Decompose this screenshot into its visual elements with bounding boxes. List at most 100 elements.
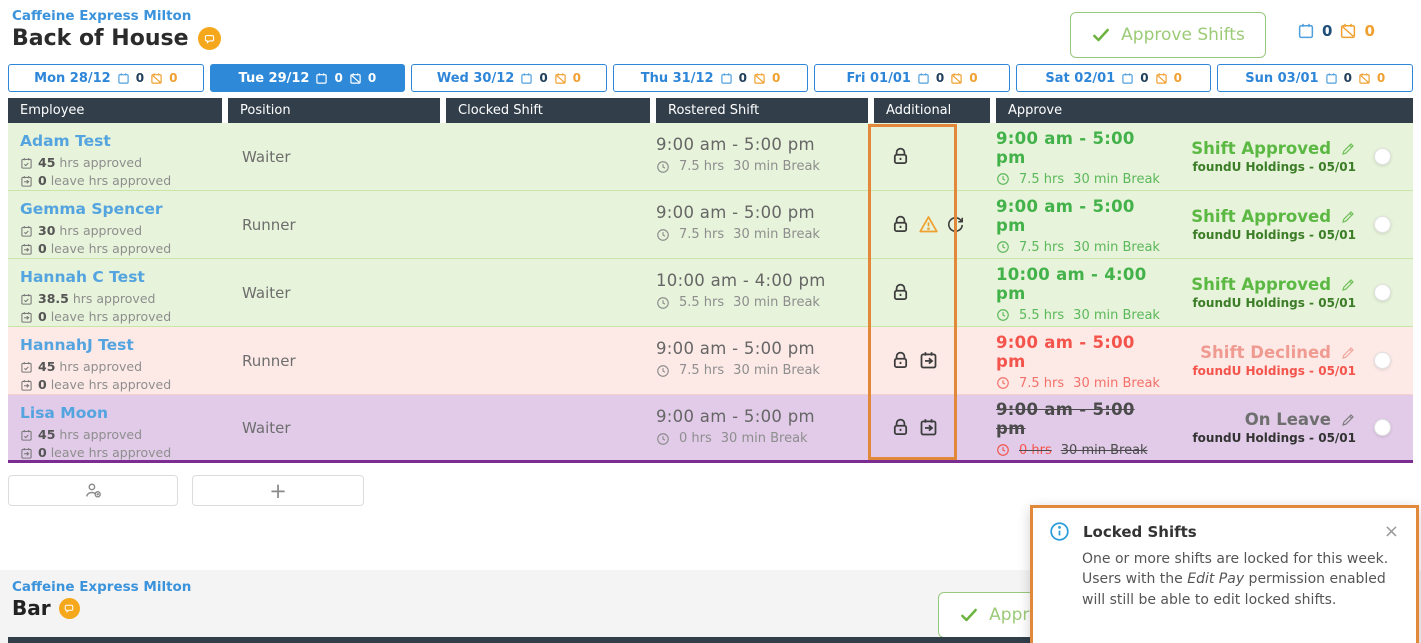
hours-approved-icon [20, 157, 33, 170]
rostered-shift-cell: 9:00 am - 5:00 pm 7.5 hrs 30 min Break [656, 327, 874, 394]
lock-icon [890, 350, 911, 371]
employee-name-link[interactable]: Gemma Spencer [20, 200, 163, 218]
lock-icon [890, 282, 911, 303]
day-rostered-count: 0 [334, 71, 343, 85]
shift-select-radio[interactable] [1374, 419, 1391, 436]
shift-select-radio[interactable] [1374, 216, 1391, 233]
employee-name-link[interactable]: Adam Test [20, 132, 111, 150]
rostered-shift-cell: 10:00 am - 4:00 pm 5.5 hrs 30 min Break [656, 259, 874, 326]
clocked-shift-cell [446, 123, 656, 190]
status-company-date: foundU Holdings - 05/01 [1192, 296, 1356, 310]
clock-icon [996, 172, 1010, 186]
add-shift-button[interactable]: + [192, 475, 364, 506]
day-leave-count: 0 [969, 71, 978, 85]
add-employee-button[interactable] [8, 475, 178, 506]
edit-pencil-icon[interactable] [1340, 141, 1356, 157]
shift-select-radio[interactable] [1374, 352, 1391, 369]
approve-break: 30 min Break [1073, 171, 1160, 187]
page-header: Caffeine Express Milton Back of House [12, 8, 221, 51]
status-block: Shift Declined foundU Holdings - 05/01 [1192, 343, 1356, 378]
rostered-time: 9:00 am - 5:00 pm [656, 203, 815, 222]
leave-hours-icon [20, 447, 33, 460]
day-tab[interactable]: Wed 30/12 0 0 [411, 64, 607, 92]
day-tab-label: Fri 01/01 [846, 70, 911, 86]
calendar-crossed-icon [1358, 72, 1371, 85]
shift-row: Adam Test 45 hrs approved 0 leave hrs ap… [8, 123, 1413, 191]
day-tab[interactable]: Sat 02/01 0 0 [1015, 64, 1212, 92]
shift-select-radio[interactable] [1374, 148, 1391, 165]
day-leave-count: 0 [572, 71, 582, 85]
department-title: Back of House [12, 26, 189, 51]
leave-hours-icon [20, 379, 33, 392]
day-tab[interactable]: Thu 31/12 0 0 [612, 64, 809, 92]
shift-select-radio[interactable] [1374, 284, 1391, 301]
person-add-icon [84, 481, 103, 500]
edit-pencil-icon[interactable] [1340, 412, 1356, 428]
approve-break: 30 min Break [1073, 307, 1160, 323]
additional-cell [874, 191, 996, 258]
status-block: Shift Approved foundU Holdings - 05/01 [1191, 275, 1356, 310]
approve-cell: 9:00 am - 5:00 pm 7.5 hrs 30 min Break S… [996, 191, 1413, 258]
rostered-shift-cell: 9:00 am - 5:00 pm 7.5 hrs 30 min Break [656, 191, 874, 258]
position-cell: Waiter [242, 283, 291, 302]
approve-hours: 7.5 hrs [1019, 375, 1065, 391]
bar-department-title: Bar [12, 596, 51, 620]
employee-name-link[interactable]: Hannah C Test [20, 268, 145, 286]
approve-break: 30 min Break [1060, 442, 1148, 458]
employee-name-link[interactable]: Lisa Moon [20, 404, 109, 422]
check-icon [1091, 25, 1111, 45]
status-company-date: foundU Holdings - 05/01 [1192, 160, 1356, 174]
lock-icon [890, 417, 911, 438]
hours-approved-icon [20, 225, 33, 238]
shift-row: HannahJ Test 45 hrs approved 0 leave hrs… [8, 327, 1413, 395]
column-clocked-shift: Clocked Shift [446, 98, 650, 123]
calendar-icon [315, 72, 328, 85]
day-tab-label: Tue 29/12 [238, 70, 310, 86]
column-approve: Approve [996, 98, 1413, 123]
clock-icon [656, 228, 670, 242]
day-rostered-count: 0 [935, 71, 945, 85]
day-leave-count: 0 [169, 71, 178, 85]
day-tab[interactable]: Fri 01/01 0 0 [814, 64, 1010, 92]
calendar-crossed-icon [150, 72, 163, 85]
day-tab-label: Thu 31/12 [640, 70, 714, 86]
department-notes-icon[interactable] [197, 27, 221, 50]
lock-icon [890, 146, 911, 167]
edit-pencil-icon[interactable] [1340, 277, 1356, 293]
clock-icon [996, 240, 1010, 254]
plus-icon: + [269, 478, 287, 503]
day-tab-label: Mon 28/12 [34, 70, 111, 86]
employee-cell: Gemma Spencer 30 hrs approved 0 leave hr… [8, 191, 228, 258]
rostered-shift-cell: 9:00 am - 5:00 pm 7.5 hrs 30 min Break [656, 123, 874, 190]
status-badge: Shift Approved [1191, 139, 1331, 158]
close-icon[interactable]: × [1383, 521, 1399, 542]
day-leave-count: 0 [367, 71, 377, 85]
day-tab[interactable]: Sun 03/01 0 0 [1217, 64, 1414, 92]
edit-pencil-icon[interactable] [1340, 345, 1356, 361]
clock-icon [996, 443, 1010, 457]
day-tab[interactable]: Mon 28/12 0 0 [8, 64, 204, 92]
bar-notes-icon[interactable] [58, 597, 80, 619]
rostered-break: 30 min Break [733, 295, 820, 310]
approve-shifts-button[interactable]: Approve Shifts [1070, 12, 1266, 58]
calendar-icon [720, 72, 733, 85]
bar-company-name: Caffeine Express Milton [12, 579, 192, 595]
status-block: Shift Approved foundU Holdings - 05/01 [1191, 139, 1356, 174]
rostered-hours: 7.5 hrs [679, 363, 725, 378]
column-position: Position [228, 98, 440, 123]
edit-pencil-icon[interactable] [1340, 209, 1356, 225]
rostered-break: 30 min Break [733, 363, 820, 378]
day-rostered-count: 0 [539, 71, 548, 85]
status-company-date: foundU Holdings - 05/01 [1192, 364, 1356, 378]
warning-icon [918, 214, 939, 235]
employee-name-link[interactable]: HannahJ Test [20, 336, 134, 354]
calendar-crossed-icon [1155, 72, 1168, 85]
approve-time: 10:00 am - 4:00 pm [996, 264, 1147, 303]
day-tab[interactable]: Tue 29/12 0 0 [209, 64, 406, 92]
additional-cell [874, 259, 996, 326]
additional-cell [874, 123, 996, 190]
approve-time: 9:00 am - 5:00 pm [996, 332, 1135, 371]
day-tab-label: Sun 03/01 [1245, 70, 1319, 86]
rostered-hours: 5.5 hrs [679, 295, 725, 310]
